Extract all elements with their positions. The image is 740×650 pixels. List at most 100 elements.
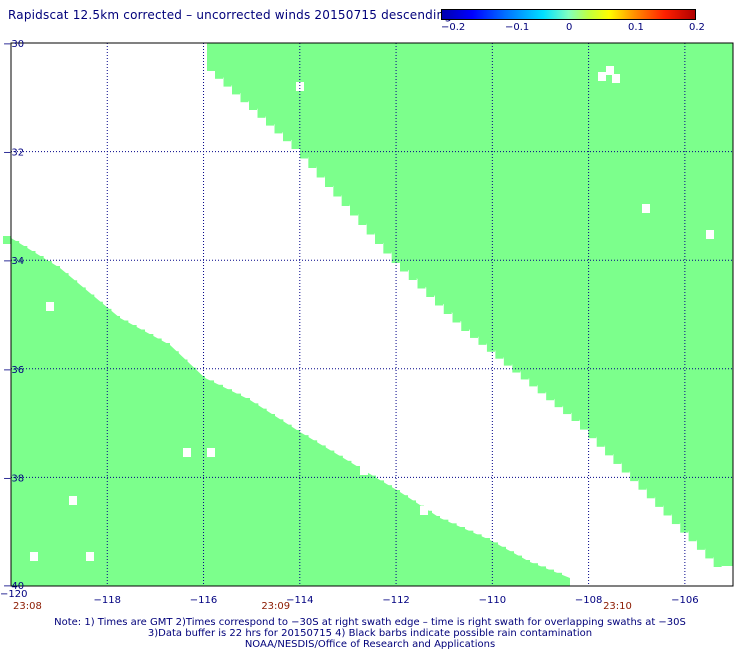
y-tick-label: −38 (3, 473, 24, 484)
swath-step (470, 330, 478, 338)
colorbar-label: 0 (566, 22, 573, 33)
swath-step (291, 140, 300, 149)
swath-step (267, 414, 275, 423)
colorbar-label: 0.1 (628, 22, 644, 33)
swath-step (274, 124, 283, 134)
swath-step (27, 251, 36, 259)
swath-step (69, 280, 78, 291)
swath-step (376, 480, 384, 489)
x-tick-label: −106 (671, 595, 698, 606)
swath-step (275, 419, 284, 428)
data-gap (46, 302, 54, 311)
swath-step (300, 435, 309, 444)
data-gap (183, 448, 191, 457)
swath-step (514, 555, 522, 563)
swath-step (400, 495, 408, 504)
note-line-1: Note: 1) Times are GMT 2)Times correspon… (54, 617, 686, 628)
data-gap (86, 552, 94, 561)
swath-step (461, 321, 470, 331)
swath-step (366, 224, 375, 235)
swath-step (308, 157, 317, 168)
swath-step (120, 320, 129, 328)
colorbar-label: −0.1 (505, 22, 530, 33)
swath-step (188, 367, 197, 379)
y-tick-label: −36 (3, 365, 24, 376)
swath-step (554, 572, 562, 579)
map-title: Rapidscat 12.5km corrected – uncorrected… (8, 8, 453, 22)
swath-step (554, 399, 563, 408)
swath-step (325, 176, 333, 187)
y-tick-label: −40 (3, 581, 24, 592)
swath-step (257, 109, 266, 118)
swath-step (60, 273, 69, 284)
time-label: 23:08 (13, 601, 42, 612)
time-label: 23:09 (261, 601, 290, 612)
x-tick-label: −118 (94, 595, 121, 606)
swath-step (432, 516, 440, 523)
swath-step (326, 450, 335, 459)
data-gap (706, 230, 714, 239)
swath-step (162, 343, 170, 355)
swath-step (482, 538, 490, 546)
swath-step (3, 236, 11, 244)
swath-step (537, 385, 546, 394)
swath-step (486, 343, 495, 352)
note-line-2: 3)Data buffer is 22 hrs for 20150715 4) … (147, 628, 593, 639)
colorbar-label: −0.2 (441, 22, 466, 33)
swath-step (384, 485, 392, 493)
swath-step (646, 488, 655, 499)
y-tick-label: −34 (3, 256, 24, 267)
swath-step (655, 497, 664, 507)
swath-step (383, 243, 392, 254)
swath-step (19, 246, 28, 254)
swath-step (77, 287, 86, 298)
swath-step (153, 338, 162, 346)
swath-step (233, 393, 241, 401)
x-tick-label: −114 (286, 595, 313, 606)
swath-step (350, 205, 358, 216)
x-tick-label: −108 (575, 595, 602, 606)
swath-step (605, 445, 614, 456)
swath-step (680, 523, 689, 533)
swath-step (696, 540, 705, 550)
swath-step (333, 186, 342, 197)
swath-step (713, 557, 722, 567)
swath-step (392, 490, 400, 499)
swath-step (242, 398, 250, 407)
swath-west (11, 238, 570, 586)
swath-step (457, 527, 465, 534)
swath-step (11, 241, 20, 249)
swath-step (663, 505, 672, 516)
swath-step (538, 566, 546, 573)
swath-step (440, 519, 449, 527)
swath-step (343, 460, 352, 469)
swath-step (249, 101, 257, 110)
swath-step (546, 392, 555, 401)
swath-step (266, 116, 274, 126)
swath-step (571, 413, 580, 421)
swath-step (352, 466, 360, 474)
data-gap (360, 466, 368, 475)
x-corner-label: −120 (0, 589, 27, 600)
data-gap (30, 552, 38, 561)
swath-step (215, 384, 223, 393)
swath-step (309, 440, 318, 449)
data-gap (598, 72, 606, 81)
swath-step (417, 279, 426, 289)
swath-step (334, 455, 343, 464)
data-gap (642, 204, 650, 213)
data-gap (69, 496, 77, 505)
swath-step (112, 316, 120, 324)
swath-step (292, 430, 300, 439)
swath-step (408, 270, 417, 280)
swath-step (530, 563, 538, 570)
swath-step (223, 77, 232, 87)
swath-step (473, 534, 482, 541)
swath-step (258, 408, 267, 417)
swath-step (283, 132, 291, 142)
swath-step (283, 424, 292, 433)
swath-step (621, 462, 630, 473)
swath-step (671, 514, 680, 525)
swath-step (232, 85, 240, 95)
